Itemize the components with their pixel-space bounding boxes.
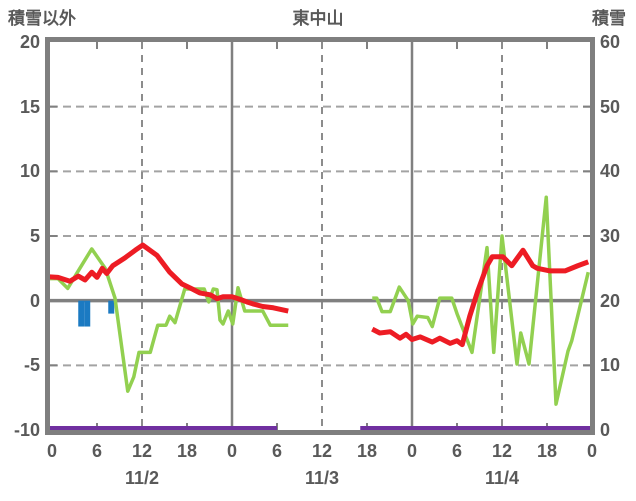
blue-bars	[108, 300, 115, 314]
chart-plot-area	[50, 42, 590, 430]
chart-frame	[45, 37, 595, 435]
right-axis-tick-label: 40	[600, 161, 621, 182]
x-axis-tick-label: 6	[451, 441, 462, 461]
right-axis-tick-label: 50	[600, 96, 621, 117]
right-axis-tick-label: 0	[600, 420, 611, 440]
green-line-series	[50, 247, 289, 393]
blue-bars	[78, 300, 85, 327]
right-axis-title: 積雪	[592, 9, 626, 28]
x-axis-tick-label: 0	[46, 441, 57, 461]
x-axis-tick-label: 6	[271, 441, 282, 461]
left-axis-tick-label: -5	[23, 355, 40, 376]
x-axis-tick-label: 12	[491, 441, 513, 461]
x-axis-tick-label: 0	[586, 441, 597, 461]
x-axis-tick-label: 0	[226, 441, 237, 461]
right-axis-tick-label: 30	[600, 226, 621, 246]
left-axis-tick-label: -10	[13, 420, 40, 440]
left-axis-tick-label: 10	[19, 161, 40, 182]
x-axis-tick-label: 18	[536, 441, 558, 461]
red-line-series	[50, 242, 289, 314]
left-axis-tick-label: 5	[29, 226, 40, 246]
left-axis-title: 積雪以外	[8, 9, 76, 28]
date-label: 11/3	[304, 468, 340, 488]
x-axis-tick-label: 18	[356, 441, 378, 461]
x-axis-tick-label: 12	[131, 441, 153, 461]
red-line-series	[371, 247, 590, 348]
right-axis-tick-label: 10	[600, 355, 621, 376]
date-label: 11/2	[124, 468, 160, 488]
date-label: 11/4	[484, 468, 520, 488]
x-axis-tick-label: 6	[91, 441, 102, 461]
left-axis-tick-label: 0	[29, 290, 40, 311]
green-line-series	[372, 195, 590, 406]
x-axis-tick-label: 0	[406, 441, 417, 461]
blue-bars	[84, 300, 91, 327]
right-axis-tick-label: 20	[600, 290, 621, 311]
left-axis-tick-label: 20	[19, 32, 40, 52]
left-axis-tick-label: 15	[19, 96, 40, 117]
chart-title: 東中山	[292, 9, 344, 28]
x-axis-tick-label: 12	[311, 441, 333, 461]
x-axis-tick-label: 18	[176, 441, 198, 461]
right-axis-tick-label: 60	[600, 32, 621, 52]
